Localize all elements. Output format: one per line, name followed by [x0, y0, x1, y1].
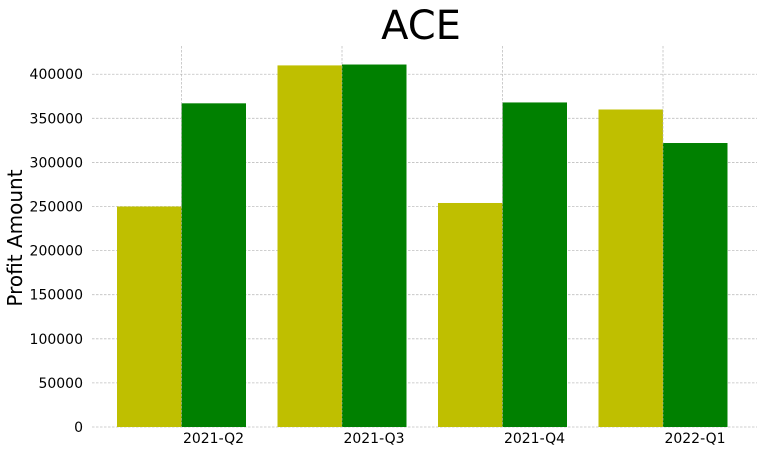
y-tick-label: 150000 [30, 288, 83, 304]
bar [342, 64, 407, 427]
bar [438, 202, 503, 427]
y-tick-label: 300000 [30, 155, 83, 171]
y-tick-label: 0 [74, 420, 83, 436]
x-tick-labels: 2021-Q2 2021-Q3 2021-Q4 2022-Q1 [183, 431, 726, 447]
y-tick-label: 50000 [38, 376, 83, 392]
y-tick-label: 100000 [30, 332, 83, 348]
y-tick-labels: 0 50000 100000 150000 200000 250000 300000 3500… [30, 67, 83, 436]
x-tick-label: 2021-Q2 [183, 431, 244, 447]
chart-title: ACE [381, 3, 461, 49]
bar [117, 206, 182, 427]
x-tick-label: 2022-Q1 [664, 431, 725, 447]
y-tick-label: 200000 [30, 244, 83, 260]
y-axis-label: Profit Amount [3, 169, 27, 306]
bar [181, 103, 246, 427]
bar [502, 102, 567, 427]
bar [277, 65, 342, 428]
x-tick-label: 2021-Q3 [343, 431, 404, 447]
y-tick-label: 400000 [30, 67, 83, 83]
y-tick-label: 250000 [30, 200, 83, 216]
bars [117, 64, 728, 428]
y-tick-label: 350000 [30, 111, 83, 127]
bar [598, 109, 663, 427]
x-grid-lines [181, 46, 664, 427]
x-tick-label: 2021-Q4 [504, 431, 565, 447]
bar [663, 143, 728, 427]
